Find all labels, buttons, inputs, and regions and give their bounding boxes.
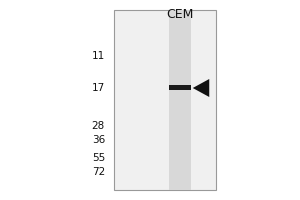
Polygon shape [193, 79, 209, 97]
Text: CEM: CEM [166, 8, 194, 21]
Text: 36: 36 [92, 135, 105, 145]
Text: 17: 17 [92, 83, 105, 93]
Bar [169, 85, 191, 90]
Text: 55: 55 [92, 153, 105, 163]
Text: 72: 72 [92, 167, 105, 177]
Text: 11: 11 [92, 51, 105, 61]
Text: 28: 28 [92, 121, 105, 131]
Bar [114, 10, 216, 190]
Bar [169, 10, 191, 190]
